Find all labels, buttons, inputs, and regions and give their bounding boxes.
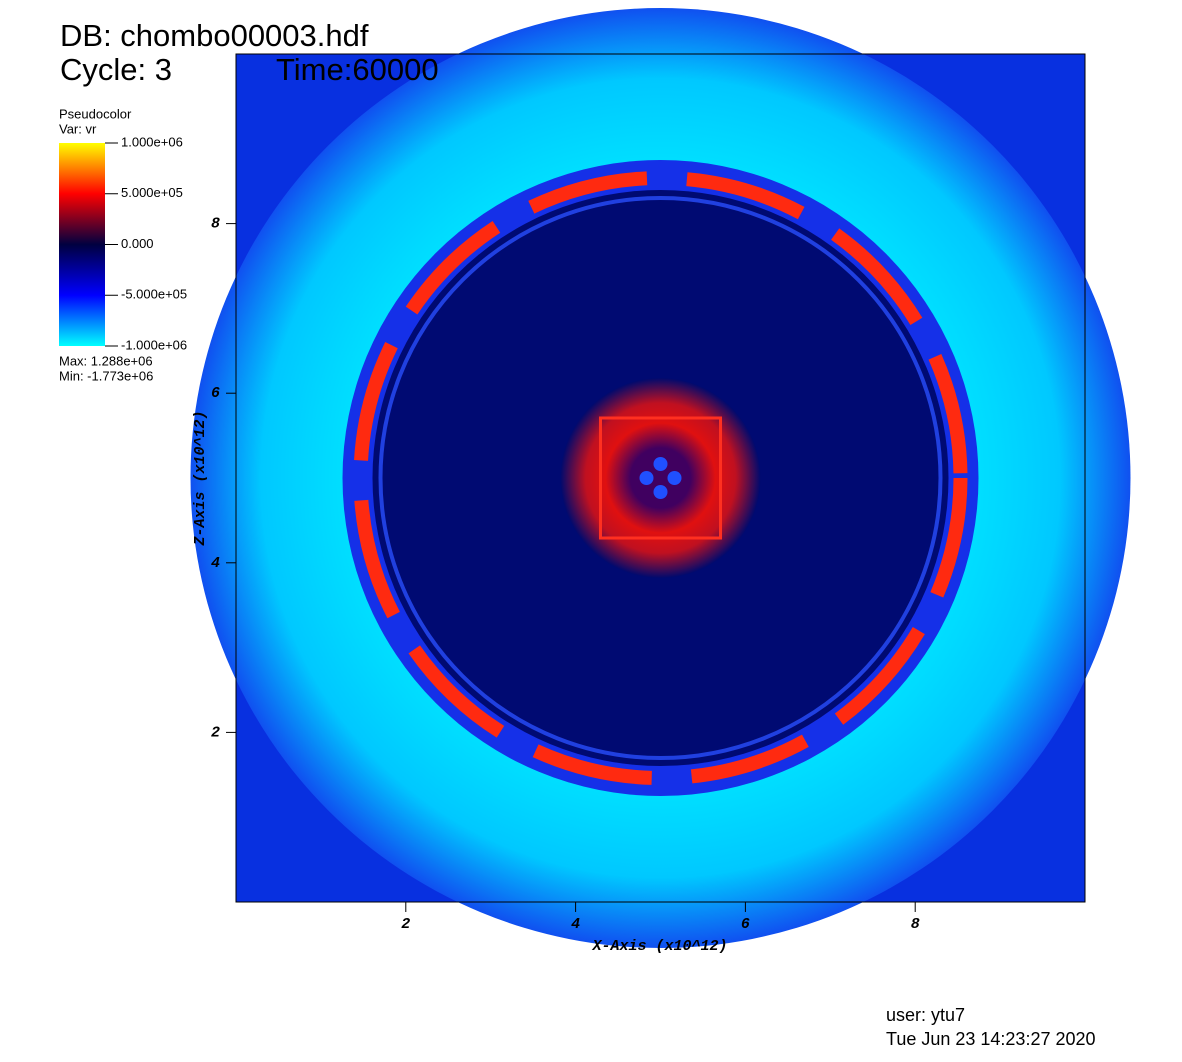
user: user: ytu7 [886, 1005, 965, 1025]
colorbar [59, 143, 105, 346]
x-tick-label: 6 [741, 916, 750, 933]
plot-frame [235, 53, 1086, 903]
time-label: Time:60000 [276, 52, 439, 87]
inner-ring [378, 196, 943, 760]
legend-max: Max: 1.288e+06 [59, 353, 153, 368]
cycle-label: Cycle: 3 [60, 52, 172, 87]
colorbar-tick-label: -1.000e+06 [121, 337, 187, 352]
x-tick-label: 8 [911, 916, 920, 933]
db-label: DB: chombo00003.hdf [60, 18, 369, 53]
x-axis-label: X-Axis (x10^12) [591, 938, 727, 955]
core-spot [667, 471, 682, 485]
legend-title: Pseudocolor [59, 106, 132, 121]
core-spot [639, 471, 654, 485]
core-spot [653, 485, 668, 499]
colorbar-tick-label: 5.000e+05 [121, 185, 183, 200]
legend-min: Min: -1.773e+06 [59, 368, 153, 383]
colorbar-tick-label: -5.000e+05 [121, 287, 187, 302]
legend-var: Var: vr [59, 121, 97, 136]
colorbar-tick-label: 0.000 [121, 236, 154, 251]
y-tick-label: 6 [211, 385, 220, 402]
core-box [599, 416, 722, 540]
y-axis-label: Z-Axis (x10^12) [192, 410, 209, 546]
y-tick-label: 2 [211, 724, 220, 741]
core-spot [653, 457, 668, 471]
x-tick-label: 4 [571, 916, 580, 933]
colorbar-tick-label: 1.000e+06 [121, 134, 183, 149]
x-tick-label: 2 [401, 916, 410, 933]
red-ring [353, 171, 968, 785]
field [190, 8, 1131, 948]
y-tick-label: 8 [211, 216, 220, 233]
core-glow [560, 378, 761, 578]
date: Tue Jun 23 14:23:27 2020 [886, 1029, 1096, 1049]
y-tick-label: 4 [211, 555, 220, 572]
